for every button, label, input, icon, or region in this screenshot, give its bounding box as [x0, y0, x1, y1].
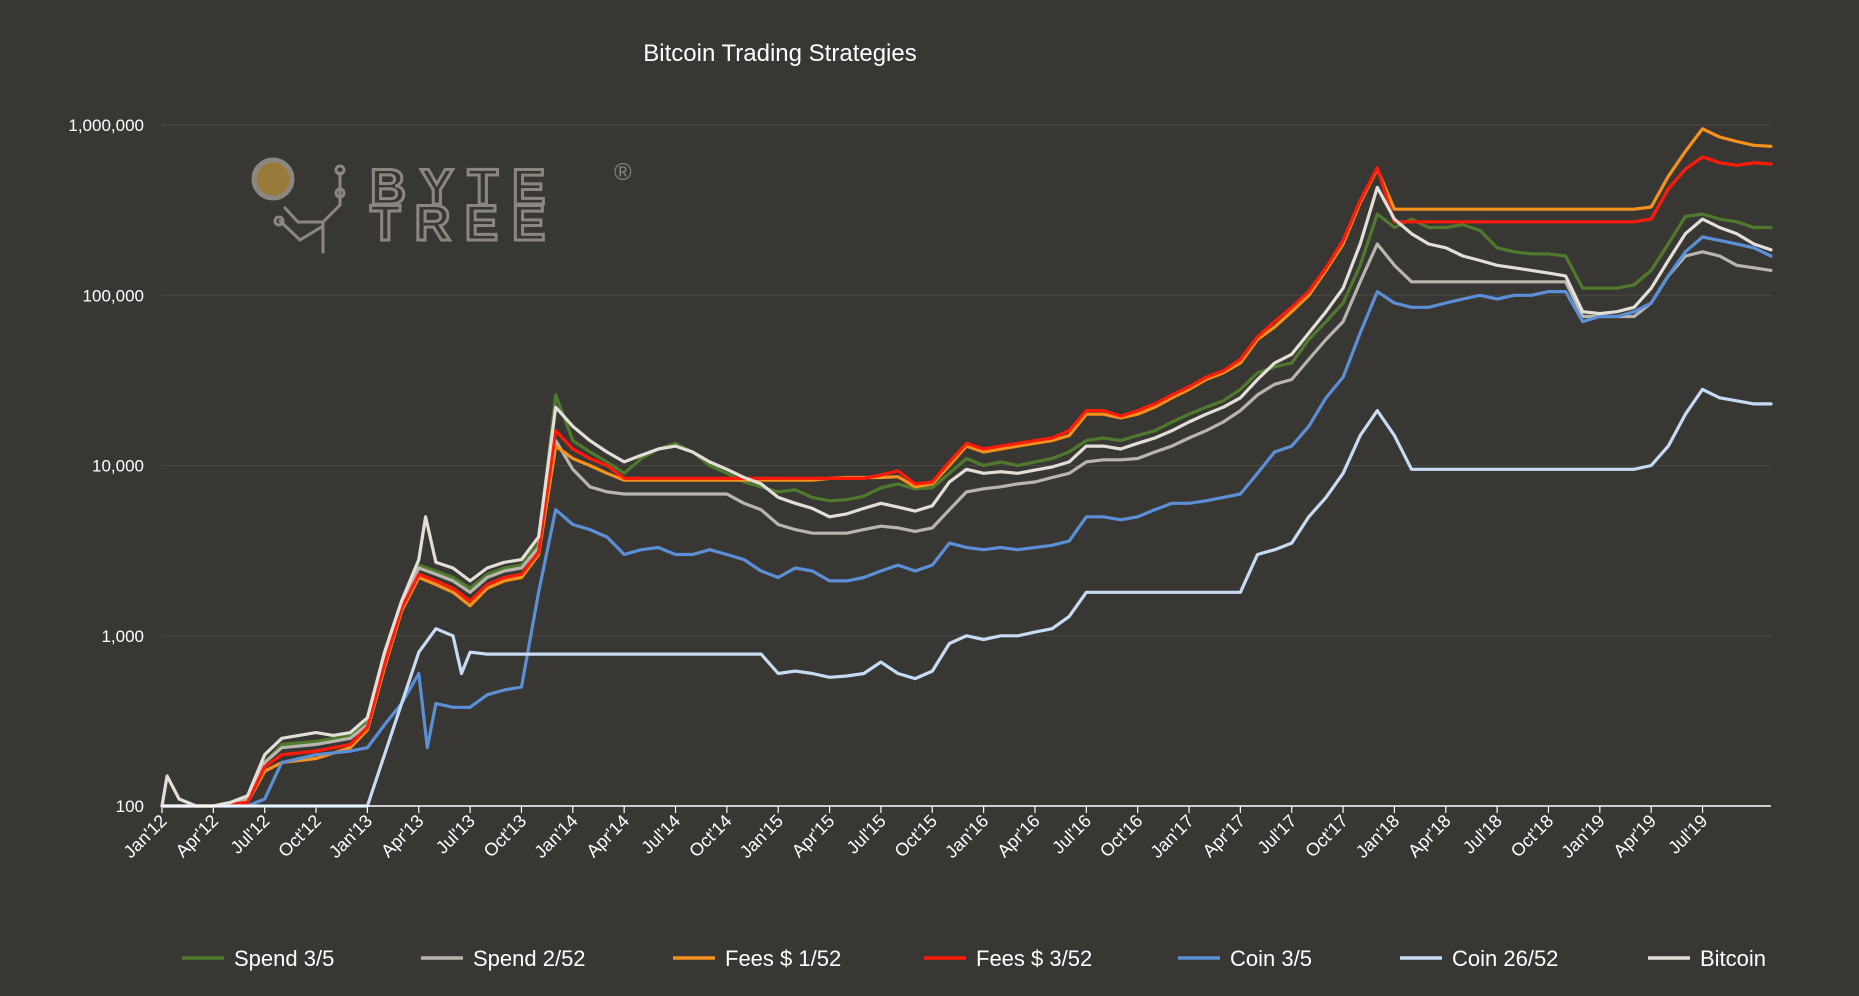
x-tick-label: Jan'15: [736, 811, 787, 862]
logo-registered-mark: ®: [614, 159, 632, 186]
logo-tree-icon: [251, 157, 346, 254]
y-tick-label: 10,000: [92, 457, 144, 476]
series-line-fees-3-52: [160, 155, 1773, 808]
x-tick-label: Jan'13: [325, 811, 376, 862]
x-tick-label: Jan'19: [1557, 811, 1608, 862]
x-tick-label: Jan'17: [1147, 811, 1198, 862]
x-axis-ticks: Jan'12 Apr'12 Jul'12 Oct'12 Jan'13 Apr'13 Jul'…: [120, 806, 1711, 862]
logo-text-line2: TREE: [370, 195, 559, 251]
x-tick-label: Jul'12: [227, 811, 274, 858]
legend-item: Fees $ 1/52: [673, 946, 841, 971]
legend-label: Bitcoin: [1700, 946, 1766, 971]
x-tick-label: Oct'14: [685, 811, 736, 862]
series-lines: [160, 127, 1773, 808]
y-axis-ticks: 100 1,000 10,000 100,000 1,000,000: [68, 116, 144, 816]
x-tick-label: Oct'12: [274, 811, 325, 862]
legend-label: Fees $ 1/52: [725, 946, 841, 971]
x-tick-label: Apr'18: [1404, 811, 1455, 862]
chart-title: Bitcoin Trading Strategies: [643, 40, 916, 67]
x-tick-label: Apr'19: [1609, 811, 1660, 862]
legend-label: Spend 2/52: [473, 946, 586, 971]
x-tick-label: Oct'17: [1301, 811, 1352, 862]
x-tick-label: Oct'18: [1507, 811, 1558, 862]
x-tick-label: Oct'13: [480, 811, 531, 862]
x-tick-label: Jul'19: [1664, 811, 1711, 858]
legend-label: Spend 3/5: [234, 946, 334, 971]
legend-item: Spend 3/5: [182, 946, 334, 971]
x-tick-label: Jan'12: [120, 811, 171, 862]
series-line-coin-26-52: [160, 387, 1773, 808]
y-tick-label: 1,000,000: [68, 116, 144, 135]
x-tick-label: Jul'18: [1459, 811, 1506, 858]
x-tick-label: Apr'16: [993, 811, 1044, 862]
legend-item: Bitcoin: [1648, 946, 1766, 971]
series-line-coin-3-5: [160, 235, 1773, 808]
series-line-fees-1-52: [160, 127, 1773, 808]
legend-item: Fees $ 3/52: [924, 946, 1092, 971]
legend-item: Coin 26/52: [1400, 946, 1558, 971]
logo-text-line1: BYTE: [370, 159, 559, 215]
bytetree-logo: BYTE TREE ®: [251, 157, 632, 254]
y-tick-label: 100,000: [83, 286, 144, 305]
legend-item: Spend 2/52: [421, 946, 586, 971]
legend: Spend 3/5 Spend 2/52 Fees $ 1/52 Fees $ 3/5…: [182, 946, 1766, 971]
x-tick-label: Apr'17: [1199, 811, 1250, 862]
series-line-spend-3-5: [160, 212, 1773, 808]
x-tick-label: Jul'13: [432, 811, 479, 858]
legend-item: Coin 3/5: [1178, 946, 1312, 971]
x-tick-label: Jan'16: [941, 811, 992, 862]
x-tick-label: Jan'18: [1352, 811, 1403, 862]
x-tick-label: Oct'16: [1096, 811, 1147, 862]
x-tick-label: Jul'14: [637, 811, 684, 858]
x-tick-label: Oct'15: [891, 811, 942, 862]
legend-label: Coin 26/52: [1452, 946, 1558, 971]
x-tick-label: Jul'17: [1254, 811, 1301, 858]
y-tick-label: 100: [116, 797, 144, 816]
x-tick-label: Jul'15: [843, 811, 890, 858]
x-tick-label: Apr'14: [582, 811, 633, 862]
legend-label: Fees $ 3/52: [976, 946, 1092, 971]
x-tick-label: Jul'16: [1048, 811, 1095, 858]
series-line-bitcoin: [160, 185, 1773, 808]
x-tick-label: Apr'15: [788, 811, 839, 862]
y-tick-label: 1,000: [101, 627, 144, 646]
x-tick-label: Apr'12: [172, 811, 223, 862]
legend-label: Coin 3/5: [1230, 946, 1312, 971]
x-tick-label: Jan'14: [530, 811, 581, 862]
series-line-spend-2-52: [160, 242, 1773, 808]
x-tick-label: Apr'13: [377, 811, 428, 862]
